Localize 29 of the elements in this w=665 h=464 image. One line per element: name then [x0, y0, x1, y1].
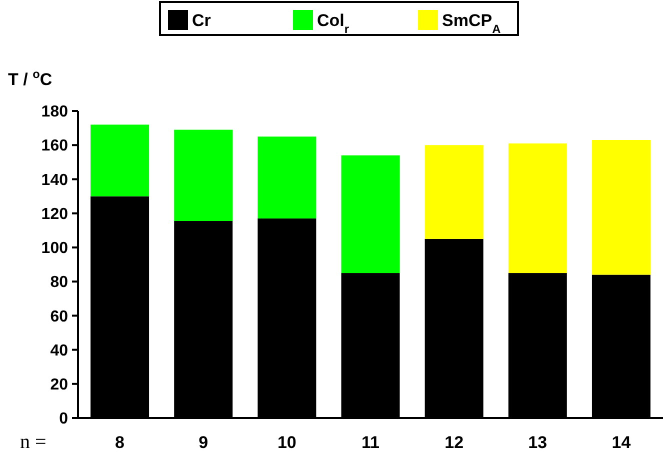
- legend-label: SmCP$_{A}$: [442, 11, 502, 36]
- x-tick-label: 13: [528, 433, 548, 452]
- y-tick-label: 80: [50, 274, 68, 292]
- bar: [508, 143, 567, 274]
- x-tick-label: 8: [115, 433, 125, 452]
- x-tick-label: 11: [362, 433, 380, 452]
- y-axis-title: T / $^{o}$C: [8, 67, 52, 89]
- x-tick-label: 10: [277, 433, 296, 452]
- y-tick-label: 180: [41, 104, 68, 121]
- y-tick-label: 40: [50, 342, 68, 360]
- x-tick-label: 9: [198, 433, 208, 452]
- x-axis-title: n =: [20, 431, 46, 453]
- y-tick-label: 0: [59, 410, 68, 428]
- y-tick-label: 60: [50, 308, 68, 326]
- y-tick-label: 120: [41, 206, 68, 223]
- bar: [258, 136, 316, 218]
- y-tick-label: 160: [41, 138, 68, 155]
- bar: [174, 130, 233, 222]
- y-tick-label: 140: [41, 172, 68, 189]
- legend-label: Col$_{r}$: [317, 11, 350, 36]
- legend-label: Cr: [192, 11, 212, 30]
- bar: [341, 155, 400, 274]
- bar: [424, 145, 484, 239]
- y-tick-label: 100: [41, 240, 68, 258]
- bar: [90, 124, 150, 196]
- y-tick-label: 20: [50, 376, 68, 394]
- bar: [592, 140, 650, 275]
- x-tick-label: 14: [612, 433, 632, 452]
- x-tick-label: 12: [444, 433, 464, 452]
